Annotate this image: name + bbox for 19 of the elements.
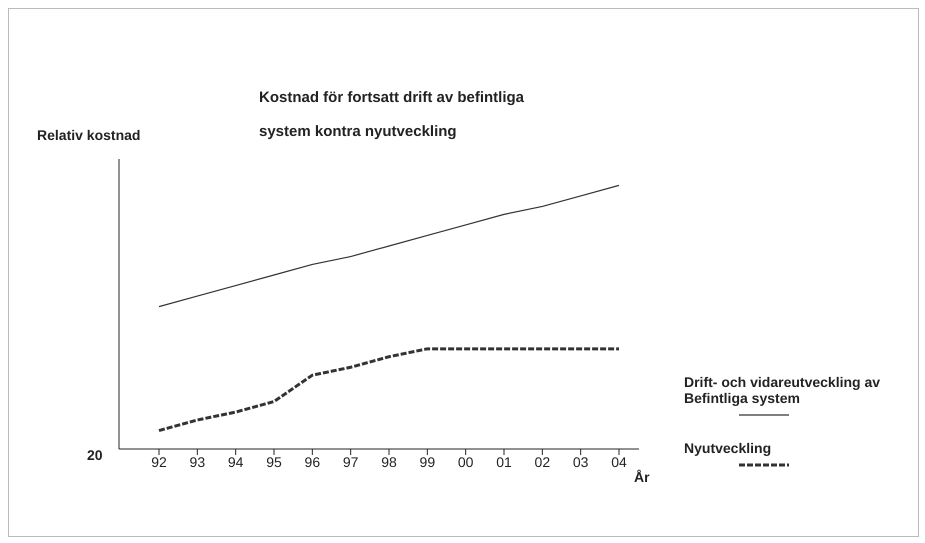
x-tick-label: 95 — [266, 454, 282, 470]
x-tick-label: 97 — [342, 454, 359, 470]
x-tick-label: 93 — [190, 454, 206, 470]
x-axis-title: År — [634, 469, 650, 485]
text: Nyutveckling — [684, 440, 772, 456]
x-tick-label: 99 — [420, 454, 436, 470]
x-tick-label: 98 — [381, 454, 397, 470]
x-tick-label: 02 — [534, 454, 550, 470]
text: Drift- och vidareutveckling av Befintliga system — [684, 374, 882, 406]
x-tick-label: 94 — [228, 454, 244, 470]
text: 20 — [87, 447, 103, 463]
chart-title: Kostnad för fortsatt drift av befintliga system kontra nyutveckling — [259, 88, 526, 142]
x-tick-label: 96 — [304, 454, 320, 470]
y-axis-title: Relativ kostnad — [37, 127, 140, 143]
x-tick-label: 04 — [611, 454, 627, 470]
x-tick-label: 01 — [496, 454, 512, 470]
x-tick-label: 03 — [572, 454, 589, 470]
x-tick-label: 00 — [458, 454, 474, 470]
x-tick-label: 92 — [151, 454, 167, 470]
